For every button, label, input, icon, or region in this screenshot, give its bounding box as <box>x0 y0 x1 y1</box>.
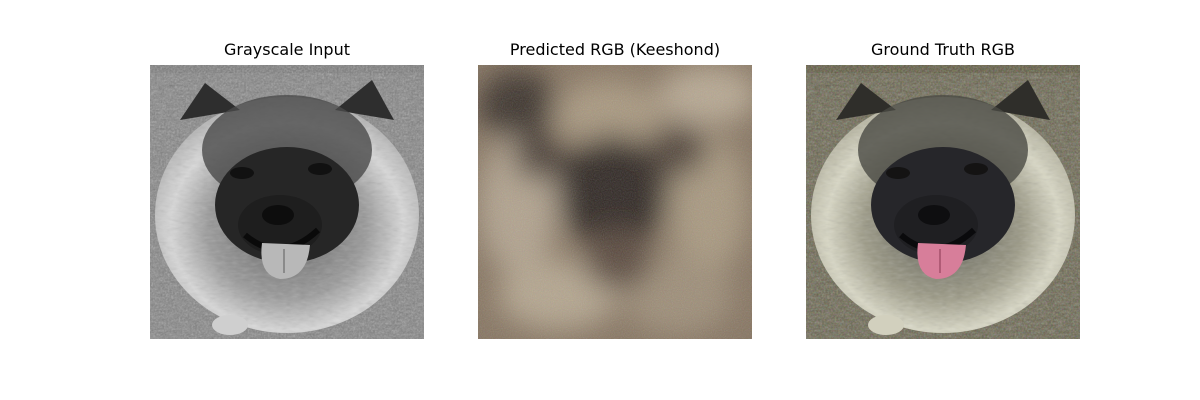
panel-ground-truth-rgb: Ground Truth RGB <box>806 0 1080 400</box>
panel-title: Grayscale Input <box>150 40 424 60</box>
panel-title: Ground Truth RGB <box>806 40 1080 60</box>
panel-grayscale-input: Grayscale Input <box>150 0 424 400</box>
predicted-dog-image <box>478 65 752 339</box>
grayscale-dog-image <box>150 65 424 339</box>
ground-truth-dog-image <box>806 65 1080 339</box>
panel-title: Predicted RGB (Keeshond) <box>478 40 752 60</box>
panel-predicted-rgb: Predicted RGB (Keeshond) <box>478 0 752 400</box>
